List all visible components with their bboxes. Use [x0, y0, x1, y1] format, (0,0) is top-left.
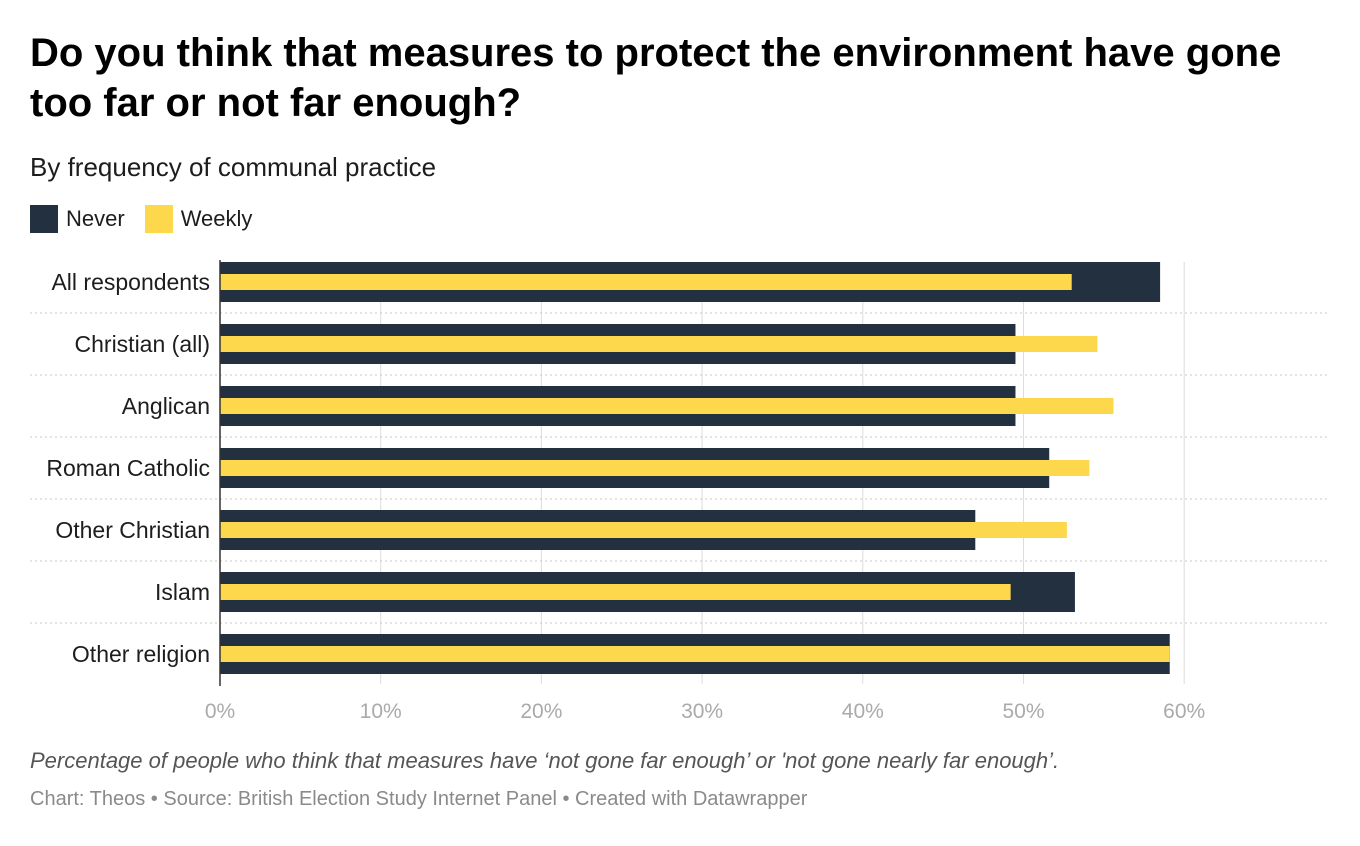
legend-swatch-weekly: [144, 205, 173, 233]
x-tick-label: 60%: [1163, 700, 1205, 720]
bar-weekly: [220, 460, 1090, 476]
chart-subtitle: By frequency of communal practice: [30, 152, 437, 182]
bar-weekly: [220, 584, 1011, 600]
x-tick-label: 10%: [360, 700, 402, 720]
category-label: Christian (all): [75, 331, 210, 357]
x-tick-label: 0%: [205, 700, 235, 720]
category-label: Anglican: [122, 393, 210, 419]
category-label: Roman Catholic: [46, 455, 210, 481]
chart-title: Do you think that measures to protect th…: [30, 31, 1282, 125]
category-label: All respondents: [51, 269, 210, 295]
legend-item-weekly: Weekly: [144, 205, 253, 233]
bar-weekly: [220, 398, 1114, 414]
x-tick-label: 20%: [520, 700, 562, 720]
bar-weekly: [220, 522, 1067, 538]
bar-chart: 0% 10% 20% 30% 40% 50% 60% All respondents Chris…: [30, 260, 1330, 720]
chart-byline: Chart: Theos • Source: British Election …: [30, 788, 808, 810]
bar-weekly: [220, 336, 1098, 352]
category-label: Islam: [155, 579, 210, 605]
x-tick-label: 30%: [681, 700, 723, 720]
legend: Never Weekly: [30, 205, 272, 233]
bar-weekly: [220, 274, 1072, 290]
category-label: Other religion: [72, 641, 210, 667]
legend-item-never: Never: [30, 205, 125, 233]
x-tick-label: 50%: [1002, 700, 1044, 720]
bar-weekly: [220, 646, 1170, 662]
chart-notes: Percentage of people who think that meas…: [30, 748, 1060, 773]
legend-label-weekly: Weekly: [180, 206, 253, 231]
legend-swatch-never: [30, 205, 58, 233]
x-tick-label: 40%: [842, 700, 884, 720]
category-label: Other Christian: [55, 517, 210, 543]
legend-label-never: Never: [66, 206, 125, 231]
